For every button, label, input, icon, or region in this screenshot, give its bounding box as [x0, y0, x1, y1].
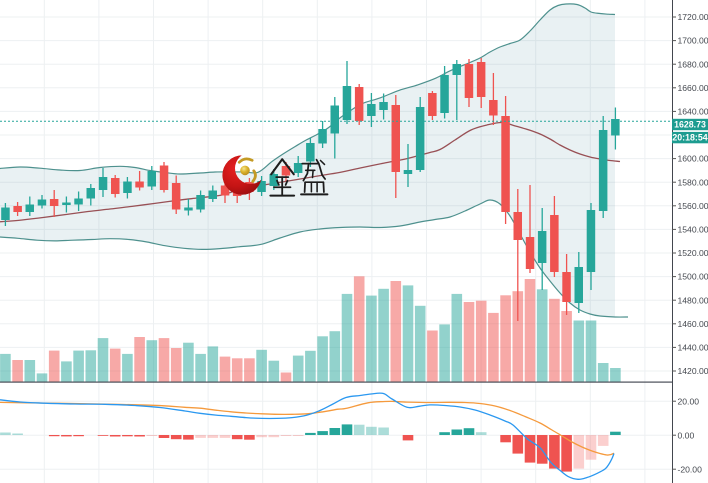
svg-text:1700.00: 1700.00 [678, 36, 708, 46]
svg-text:1420.00: 1420.00 [678, 366, 708, 376]
svg-text:1600.00: 1600.00 [678, 154, 708, 164]
svg-text:1480.00: 1480.00 [678, 295, 708, 305]
svg-text:0.00: 0.00 [678, 430, 695, 440]
svg-text:1460.00: 1460.00 [678, 319, 708, 329]
svg-text:1560.00: 1560.00 [678, 201, 708, 211]
svg-text:1640.00: 1640.00 [678, 107, 708, 117]
svg-text:20.00: 20.00 [678, 396, 700, 406]
svg-text:1520.00: 1520.00 [678, 248, 708, 258]
svg-text:20:18:54: 20:18:54 [672, 133, 707, 143]
svg-text:1440.00: 1440.00 [678, 343, 708, 353]
svg-text:1660.00: 1660.00 [678, 83, 708, 93]
svg-text:1680.00: 1680.00 [678, 59, 708, 69]
svg-text:1628.73: 1628.73 [674, 120, 706, 130]
svg-text:1720.00: 1720.00 [678, 12, 708, 22]
svg-text:1540.00: 1540.00 [678, 225, 708, 235]
svg-text:1500.00: 1500.00 [678, 272, 708, 282]
svg-text:-20.00: -20.00 [678, 464, 703, 474]
svg-text:1580.00: 1580.00 [678, 177, 708, 187]
